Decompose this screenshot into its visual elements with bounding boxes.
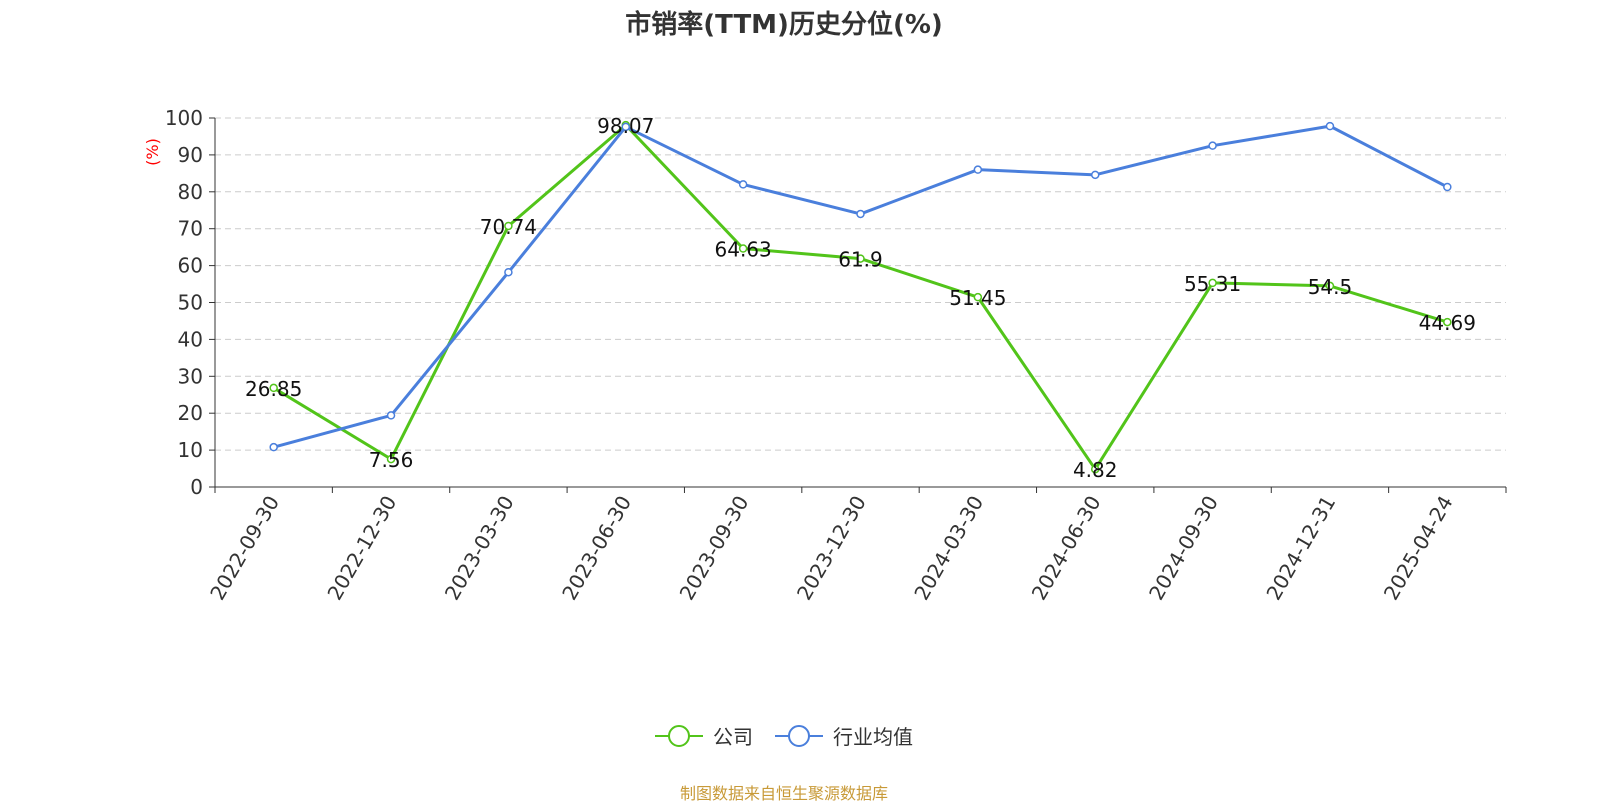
y-tick-label: 80: [178, 180, 203, 204]
data-point[interactable]: [1208, 278, 1217, 288]
x-tick-label: 2023-12-30: [792, 492, 871, 605]
chart-title: 市销率(TTM)历史分位(%): [625, 10, 943, 40]
data-labels: 26.85 7.56 70.74 98.07 64.63 61.9 51.45 4.82 55.…: [245, 114, 1476, 482]
data-point[interactable]: [504, 221, 513, 231]
legend-item-company[interactable]: 公司: [655, 721, 753, 750]
data-label: 26.85: [245, 377, 302, 401]
series-line-1: [273, 124, 1449, 449]
data-label: 7.56: [369, 448, 414, 472]
data-point[interactable]: [738, 244, 748, 253]
y-tick-label: 90: [178, 143, 203, 167]
data-point[interactable]: [386, 454, 396, 464]
x-tick-label: 2024-12-31: [1261, 492, 1340, 605]
data-point[interactable]: [621, 122, 631, 132]
data-label: 61.9: [838, 248, 883, 272]
y-tick-label: 10: [178, 438, 203, 462]
y-tick-label: 30: [178, 364, 203, 388]
y-tick-label: 20: [178, 401, 203, 425]
y-tick-label: 40: [178, 327, 203, 351]
legend-symbol-company: [655, 724, 703, 747]
y-tick-label: 50: [178, 291, 203, 315]
data-point[interactable]: [1090, 464, 1100, 474]
data-label: 70.74: [480, 215, 537, 239]
data-point[interactable]: [1443, 182, 1452, 192]
x-tick-label: 2024-09-30: [1144, 492, 1223, 605]
legend-label-company: 公司: [713, 725, 753, 749]
data-label: 51.45: [949, 286, 1006, 310]
series-line-0: [272, 123, 1448, 471]
data-label: 54.5: [1308, 275, 1353, 299]
x-tick-label: 2022-12-30: [322, 492, 401, 605]
y-tick-label: 0: [190, 475, 203, 499]
legend-label-industry-average: 行业均值: [833, 725, 913, 749]
y-tick-label: 60: [178, 254, 203, 278]
y-axis-label: (%): [143, 138, 162, 166]
data-point[interactable]: [1325, 281, 1335, 291]
data-point[interactable]: [856, 254, 865, 263]
data-label: 55.31: [1184, 272, 1241, 296]
data-point[interactable]: [269, 383, 278, 393]
data-point[interactable]: [1443, 317, 1452, 327]
x-tick-label: 2023-09-30: [675, 492, 754, 605]
data-point[interactable]: [1090, 170, 1100, 180]
data-label: 98.07: [597, 114, 654, 138]
axes: 0 10 20 30 40 50 60 70 80 90 100(%) 2022-09-30 2022-…: [143, 106, 1507, 605]
x-tick-label: 2024-03-30: [909, 492, 988, 605]
data-point[interactable]: [269, 442, 278, 452]
legend-item-industry-average[interactable]: 行业均值: [775, 721, 913, 750]
data-point[interactable]: [1325, 121, 1335, 131]
data-point[interactable]: [973, 165, 983, 174]
data-point[interactable]: [386, 411, 396, 420]
data-point[interactable]: [856, 209, 865, 219]
source-note: 制图数据来自恒生聚源数据库: [679, 784, 888, 803]
data-points: [269, 120, 1452, 474]
data-label: 44.69: [1419, 311, 1476, 335]
x-tick-label: 2022-09-30: [205, 492, 284, 605]
x-tick-label: 2024-06-30: [1027, 492, 1106, 605]
legend-symbol-industry-average: [775, 724, 823, 747]
data-point[interactable]: [738, 180, 748, 189]
data-point[interactable]: [973, 292, 983, 302]
x-tick-label: 2025-04-24: [1379, 492, 1458, 605]
data-label: 4.82: [1073, 458, 1118, 482]
x-tick-label: 2023-03-30: [440, 492, 519, 605]
y-tick-label: 70: [178, 217, 203, 241]
data-point[interactable]: [1208, 141, 1217, 150]
y-tick-label: 100: [165, 106, 203, 130]
data-point[interactable]: [504, 267, 513, 277]
grid-lines: [215, 117, 1506, 451]
x-tick-label: 2023-06-30: [557, 492, 636, 605]
data-label: 64.63: [715, 238, 772, 262]
legend: 公司 行业均值: [0, 721, 1568, 750]
series-lines: [272, 123, 1449, 471]
